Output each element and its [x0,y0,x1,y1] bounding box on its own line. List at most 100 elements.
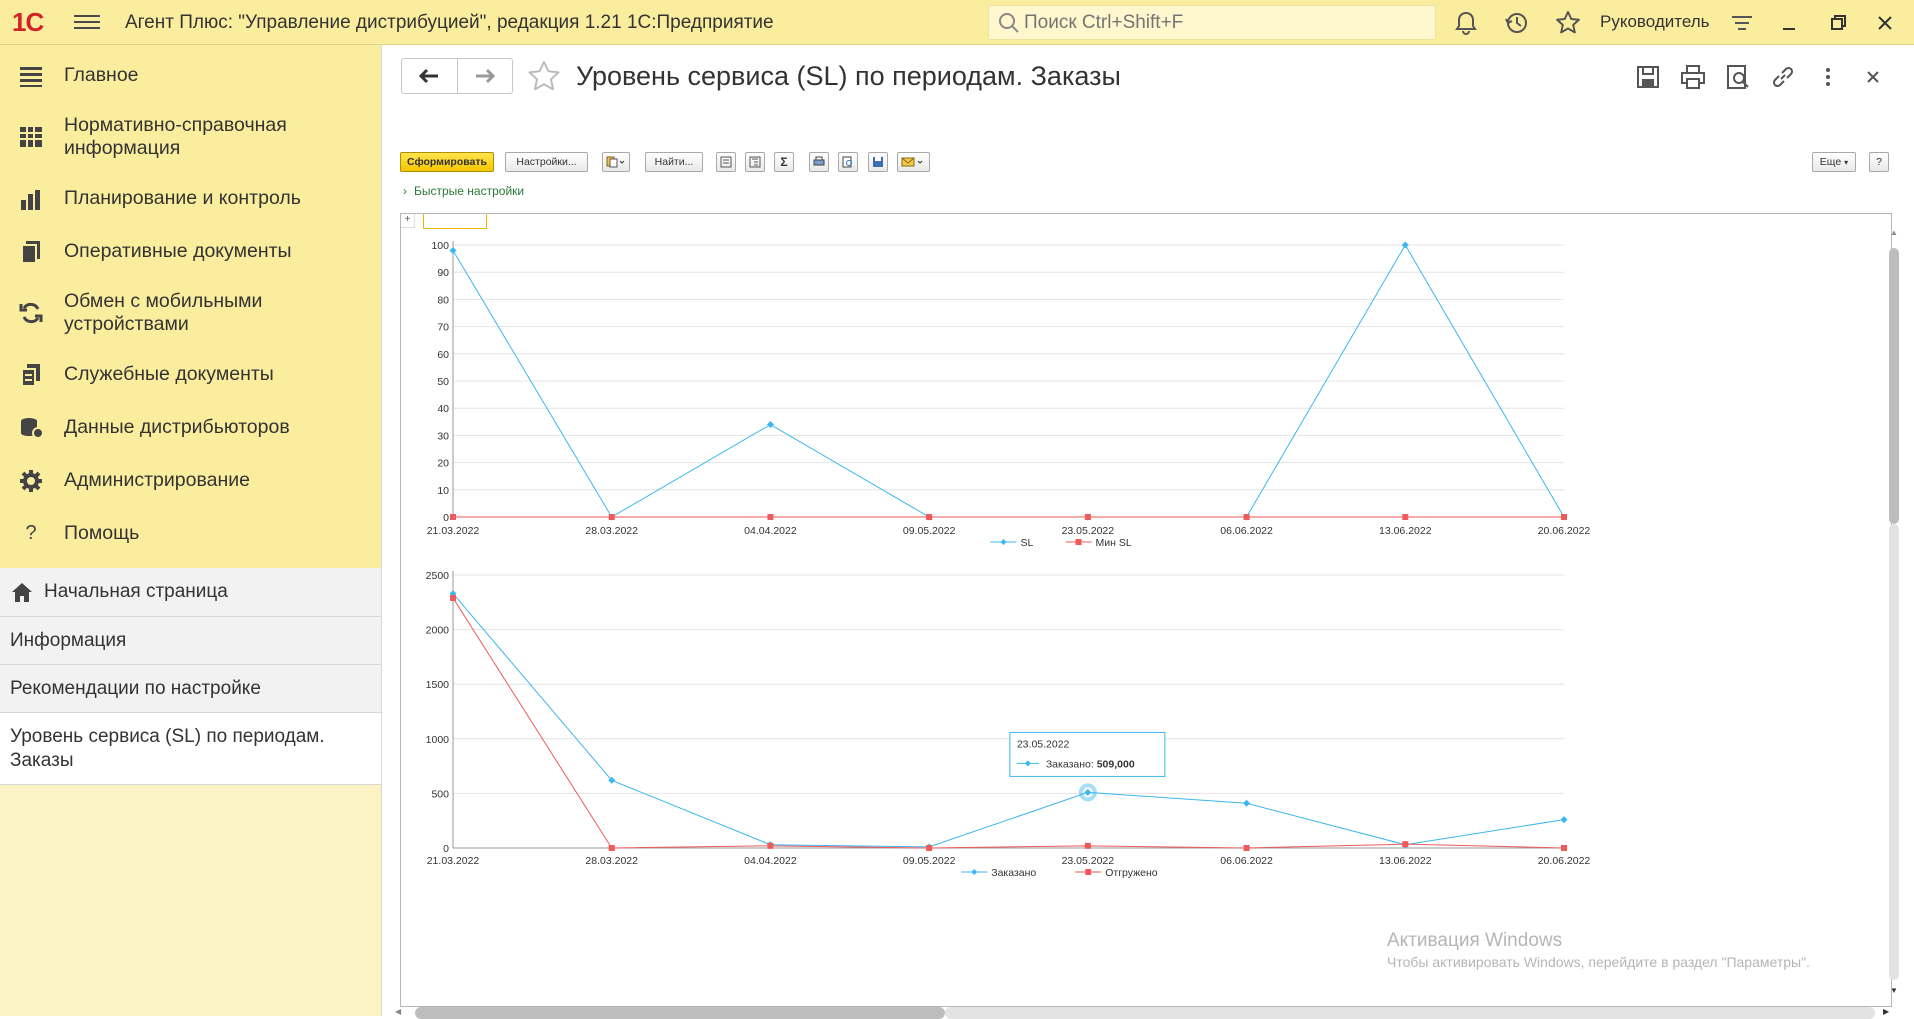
quick-settings-toggle[interactable]: › Быстрые настройки [403,184,524,198]
windows-activation-text: Чтобы активировать Windows, перейдите в … [1387,954,1810,970]
send-email-button[interactable] [897,152,930,172]
documents-icon [21,240,40,264]
section-distributor-data[interactable]: Данные дистрибьюторов [0,401,381,454]
legend-marker [1085,869,1092,875]
sum-button[interactable]: Σ [774,152,794,172]
vertical-scrollbar[interactable]: ▲ ▼ [1889,228,1899,1000]
open-window-recommendations[interactable]: Рекомендации по настройке [0,665,381,713]
x-tick-label: 09.05.2022 [903,855,956,867]
outline-expand-icon [749,156,761,168]
bar-chart-icon [21,189,40,210]
y-tick-label: 50 [437,376,449,388]
favorites-star-icon[interactable] [1554,9,1582,37]
home-icon [12,583,32,602]
generate-button[interactable]: Сформировать [400,152,494,172]
data-point [1084,842,1091,849]
y-tick-label: 80 [437,294,449,306]
y-tick-label: 20 [437,458,449,470]
link-icon[interactable] [1769,63,1797,91]
data-point [926,845,933,851]
data-point [767,842,774,849]
scroll-left-icon[interactable]: ◀ [395,1007,402,1016]
data-point [1401,241,1409,249]
scroll-up-icon[interactable]: ▲ [1890,228,1898,237]
minimize-icon[interactable] [1775,9,1803,37]
open-window-info[interactable]: Информация [0,617,381,665]
section-planning[interactable]: Планирование и контроль [0,172,381,225]
section-label: Главное [64,64,139,86]
save-report-button[interactable] [868,152,888,172]
settings-button[interactable]: Настройки... [505,152,588,172]
grid-icon [20,127,42,147]
close-form-icon[interactable] [1859,63,1887,91]
x-tick-label: 06.06.2022 [1220,525,1273,537]
x-tick-label: 28.03.2022 [585,855,638,867]
close-window-icon[interactable] [1871,9,1899,37]
more-button[interactable]: Еще ▾ [1812,152,1856,172]
y-tick-label: 0 [443,512,449,524]
vertical-scroll-thumb[interactable] [1889,248,1899,524]
print-icon[interactable] [1679,63,1707,91]
y-tick-label: 2500 [426,570,450,582]
windows-activation-title: Активация Windows [1387,930,1563,951]
add-favorite-star-icon[interactable] [526,59,562,95]
open-window-home[interactable]: Начальная страница [0,568,381,617]
data-point [1402,841,1409,848]
preview-icon[interactable] [1724,63,1752,91]
main-menu-icon[interactable] [74,11,100,33]
history-icon[interactable] [1503,9,1531,37]
section-mobile-exchange[interactable]: Обмен с мобильными устройствами [0,278,381,348]
tooltip-value: 509,000 [1097,758,1135,770]
data-point [1402,514,1409,520]
report-spreadsheet[interactable]: + 0 10 20 30 40 50 60 70 80 90 100 21.03.2022 28.03.… [400,213,1899,1007]
restore-icon[interactable] [1824,9,1852,37]
section-label: Планирование и контроль [64,187,301,209]
bell-icon[interactable] [1452,9,1480,37]
section-help[interactable]: ? Помощь [0,507,381,560]
chevron-down-icon: ▾ [1844,157,1849,167]
variants-button[interactable] [602,152,630,172]
group-collapse-button[interactable] [716,152,736,172]
horizontal-scroll-thumb[interactable] [415,1007,945,1019]
search-icon [999,12,1019,33]
more-vertical-icon[interactable] [1814,63,1842,91]
settings-lines-icon[interactable] [1728,9,1756,37]
data-point [608,845,615,851]
section-label: Обмен с мобильными устройствами [64,290,263,335]
x-tick-label: 21.03.2022 [427,855,480,867]
form-title: Уровень сервиса (SL) по периодам. Заказы [576,61,1121,91]
vertical-scroll-track[interactable] [1889,524,1899,980]
help-button[interactable]: ? [1869,152,1889,172]
x-tick-label: 13.06.2022 [1379,855,1432,867]
section-service-docs[interactable]: Служебные документы [0,348,381,401]
forward-button[interactable] [456,59,513,93]
expand-all-button[interactable]: + [401,214,415,228]
horizontal-scroll-track[interactable] [945,1007,1875,1019]
scroll-right-icon[interactable]: ▶ [1883,1007,1890,1016]
x-tick-label: 23.05.2022 [1062,855,1115,867]
horizontal-scrollbar[interactable]: ◀ ▶ [395,1007,1889,1019]
x-tick-label: 23.05.2022 [1062,525,1115,537]
preview-report-button[interactable] [838,152,858,172]
global-search[interactable] [988,5,1436,40]
section-operational-docs[interactable]: Оперативные документы [0,225,381,278]
section-main[interactable]: Главное [0,49,381,102]
section-administration[interactable]: Администрирование [0,454,381,507]
search-input[interactable] [1024,11,1404,34]
back-button[interactable] [402,59,457,93]
section-reference-info[interactable]: Нормативно-справочная информация [0,102,381,172]
scroll-down-icon[interactable]: ▼ [1890,986,1898,995]
group-expand-button[interactable] [745,152,765,172]
save-icon[interactable] [1634,63,1662,91]
find-button[interactable]: Найти... [645,152,703,172]
x-tick-label: 04.04.2022 [744,855,797,867]
open-window-sl-report[interactable]: Уровень сервиса (SL) по периодам. Заказы [0,713,381,785]
1c-logo[interactable]: 1С [12,6,44,37]
data-point [1084,514,1091,520]
question-icon: ? [25,522,37,544]
data-point [608,514,615,520]
x-tick-label: 06.06.2022 [1220,855,1273,867]
print-report-button[interactable] [809,152,829,172]
current-user[interactable]: Руководитель [1600,12,1710,31]
y-tick-label: 70 [437,322,449,334]
